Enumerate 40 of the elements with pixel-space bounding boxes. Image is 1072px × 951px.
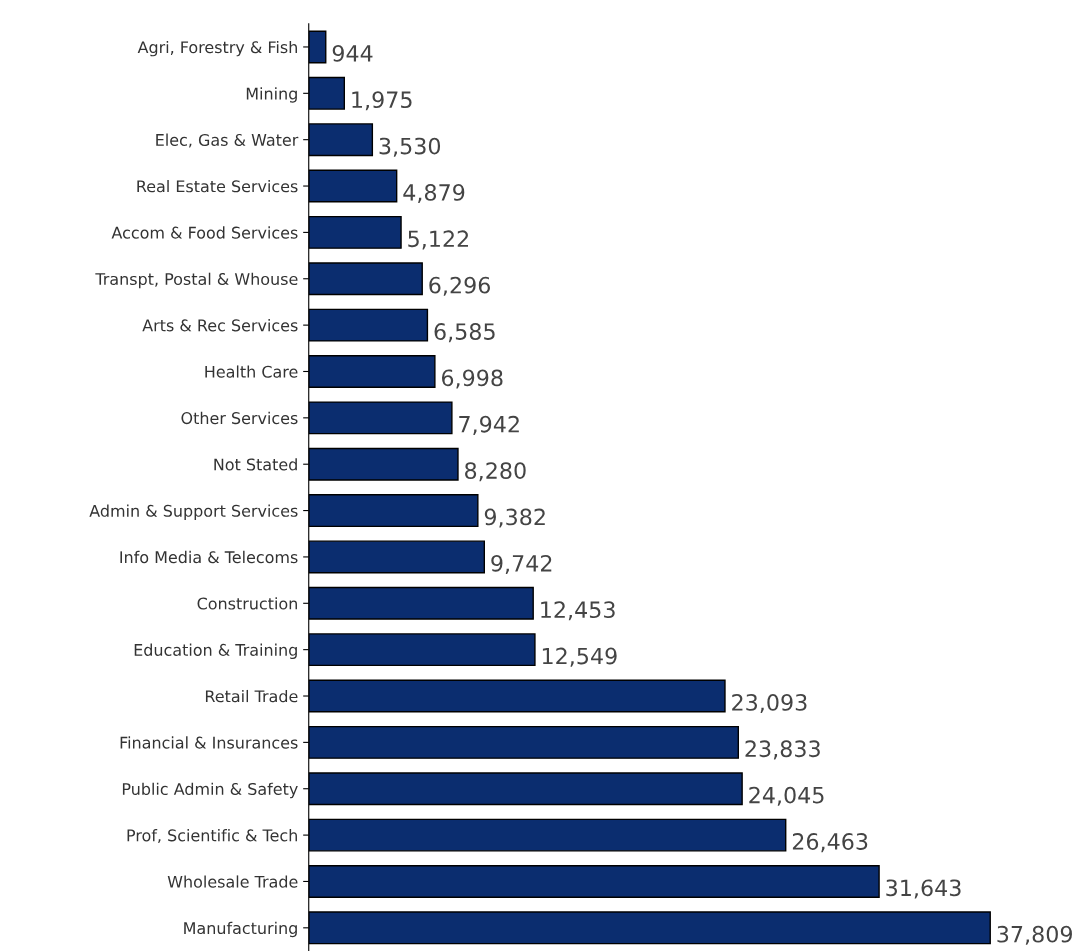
data-label: 26,463 <box>792 833 868 853</box>
y-tick-label: Not Stated <box>214 458 297 471</box>
y-tick-label: Admin & Support Services <box>89 504 298 520</box>
data-label: 9,382 <box>484 508 545 528</box>
y-tick-label: Financial & Insurances <box>120 736 298 749</box>
y-tick-label: Construction <box>197 597 297 610</box>
data-label: 3,530 <box>379 137 441 157</box>
data-label: 6,998 <box>441 369 503 389</box>
data-label: 5,122 <box>408 230 469 250</box>
data-label: 12,453 <box>541 601 615 621</box>
data-label: 31,643 <box>886 879 961 899</box>
y-tick-label: Accom & Food Services <box>111 226 298 239</box>
data-label: 7,942 <box>459 415 519 435</box>
y-tick-label: Health Care <box>205 365 298 378</box>
y-tick-label: Agri, Forestry & Fish <box>137 40 297 57</box>
y-tick-label: Elec, Gas & Water <box>156 133 299 148</box>
y-tick-label: Other Services <box>181 411 298 425</box>
y-tick-label: Transpt, Postal & Whouse <box>95 272 298 289</box>
y-tick-label: Education & Training <box>134 643 297 660</box>
y-tick-label: Prof, Scientific & Tech <box>127 829 297 844</box>
data-label: 9,742 <box>491 554 552 574</box>
data-label: 8,280 <box>465 462 526 482</box>
data-label: 23,093 <box>732 693 807 714</box>
y-tick-label: Info Media & Telecoms <box>120 550 298 564</box>
data-label: 4,879 <box>403 184 465 204</box>
y-tick-label: Public Admin & Safety <box>122 782 298 799</box>
data-label: 24,045 <box>749 786 824 806</box>
y-tick-label: Manufacturing <box>184 921 297 938</box>
y-tick-label: Real Estate Services <box>137 179 298 193</box>
data-label: 6,296 <box>429 276 490 296</box>
data-label: 12,549 <box>542 647 617 667</box>
data-label: 23,833 <box>745 740 820 760</box>
data-label: 944 <box>332 44 373 62</box>
y-tick-label: Wholesale Trade <box>167 875 298 888</box>
y-tick-label: Retail Trade <box>205 689 298 703</box>
y-tick-label: Mining <box>246 87 297 103</box>
data-label: 37,809 <box>997 925 1072 945</box>
data-label: 6,585 <box>434 323 495 343</box>
y-tick-label: Arts & Rec Services <box>142 319 298 332</box>
data-label: 1,975 <box>352 91 412 111</box>
